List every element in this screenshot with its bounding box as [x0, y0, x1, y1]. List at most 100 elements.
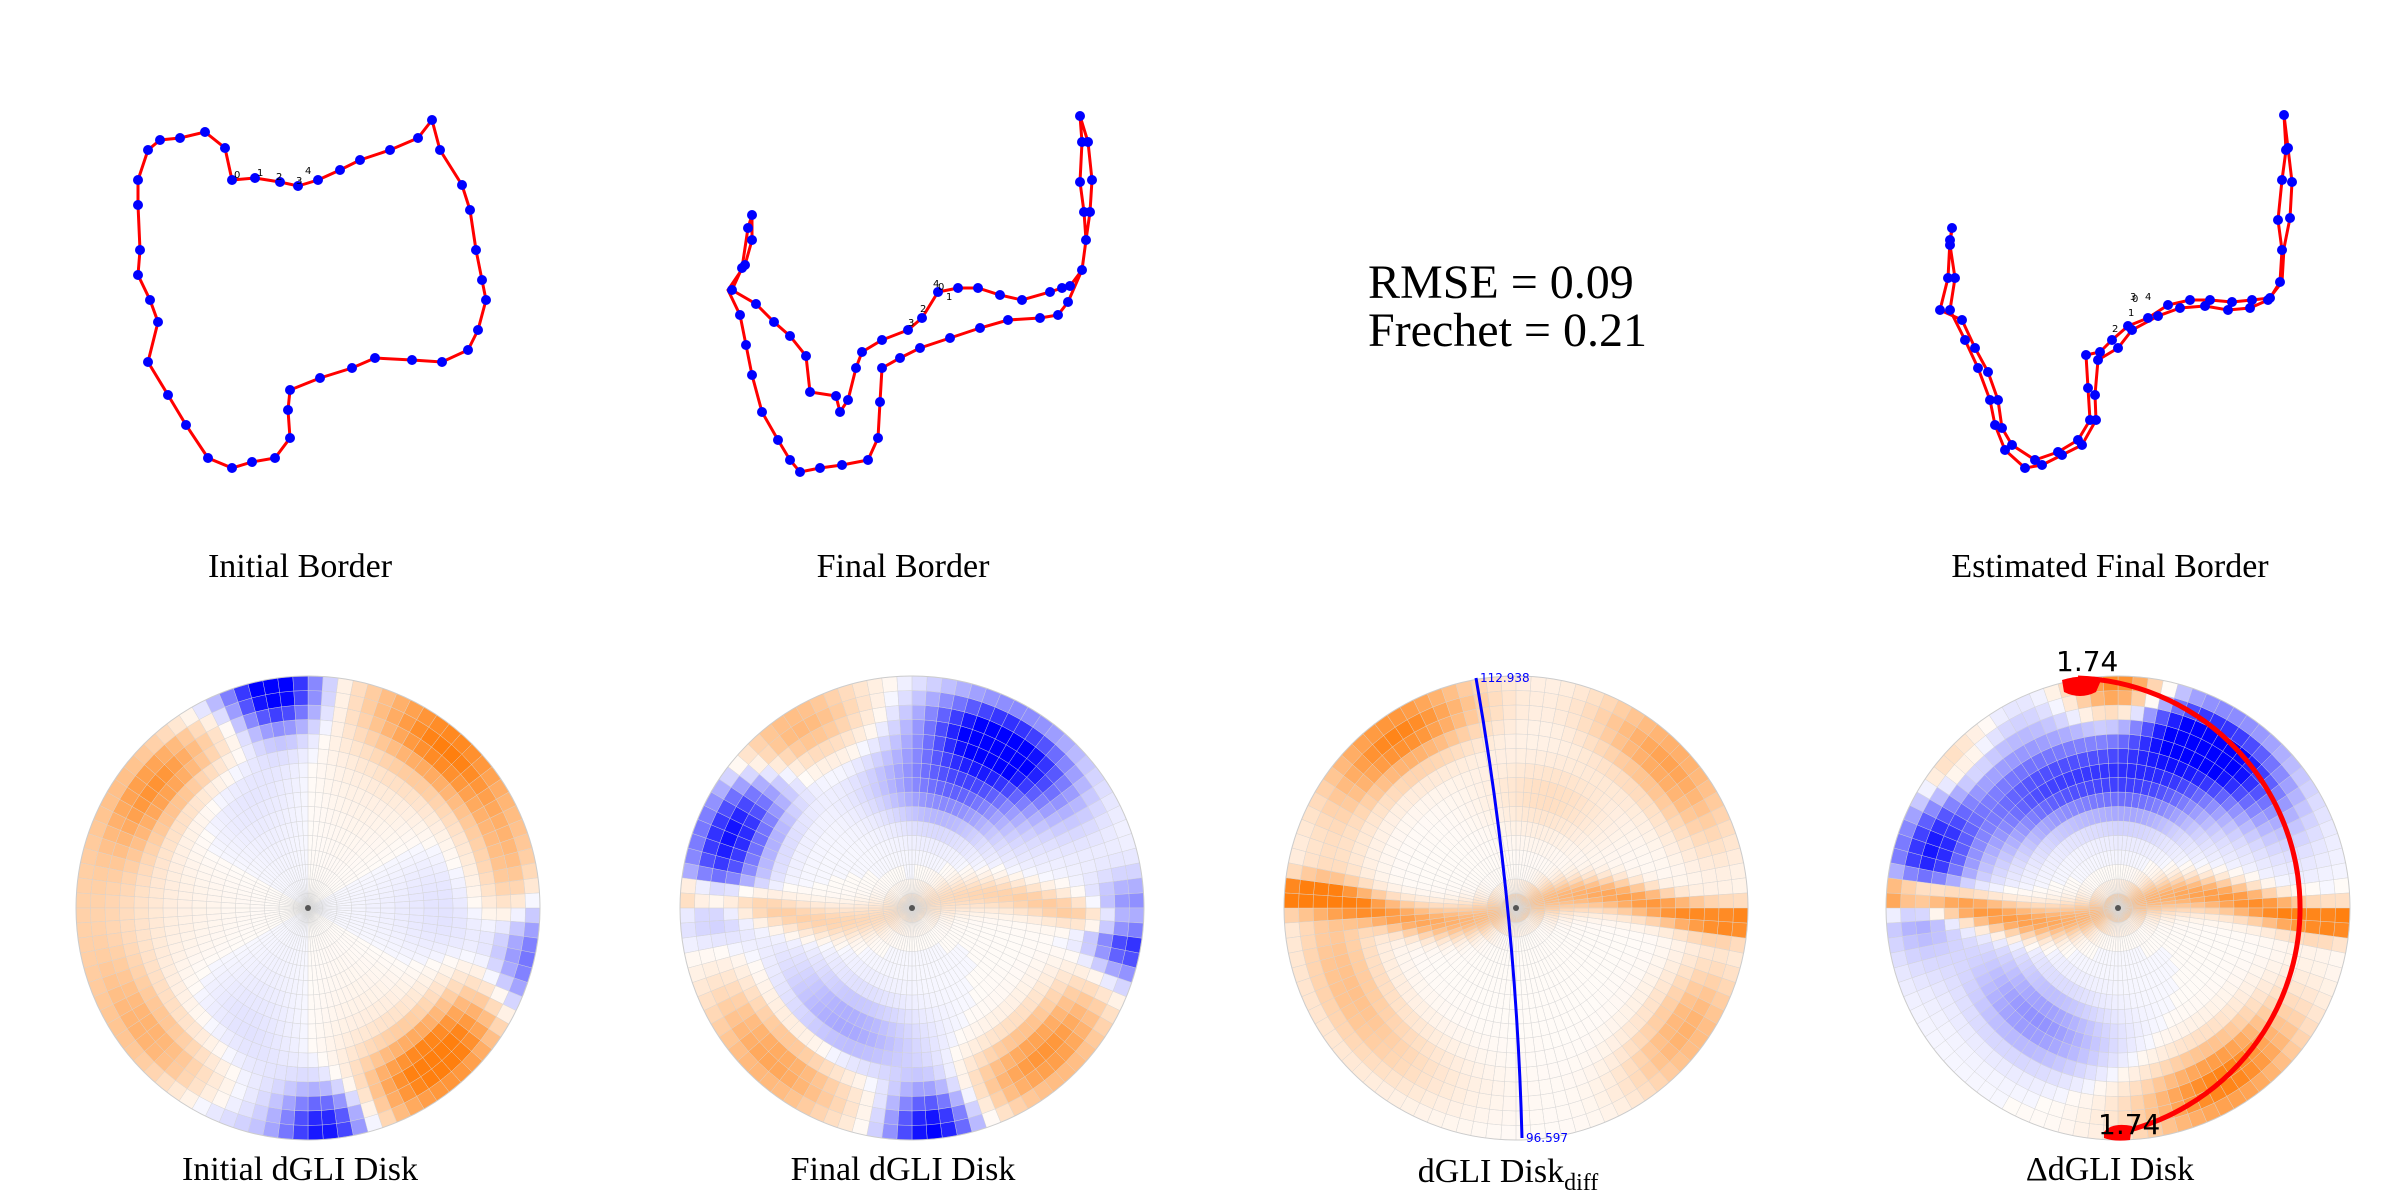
disk-cell — [1042, 907, 1058, 918]
disk-cell — [752, 907, 768, 919]
disk-cell — [1502, 704, 1517, 721]
disk-cell — [162, 907, 178, 918]
disk-cell — [220, 907, 236, 914]
disk-cell — [133, 907, 150, 920]
disk-cell — [437, 888, 453, 900]
disk-cell — [911, 1124, 928, 1141]
disk-cell — [1630, 890, 1647, 901]
disk-cell — [506, 865, 524, 882]
disk-cell — [767, 916, 783, 928]
disk-cell — [1125, 862, 1143, 880]
disk-cell — [1312, 907, 1329, 922]
disk-cell — [1524, 1037, 1536, 1053]
disk-cell — [897, 690, 913, 706]
disk-cell — [438, 898, 454, 909]
disk-cell — [394, 901, 410, 909]
disk-cell — [1506, 1038, 1517, 1054]
disk-cell — [911, 690, 927, 706]
disk-cell — [904, 1009, 913, 1025]
disk-cell — [710, 932, 728, 948]
disk-cell — [1515, 704, 1530, 721]
disk-cell — [824, 907, 840, 914]
final-border-point-labels: 0 1 2 3 4 — [908, 279, 952, 329]
estimated-label-0: 0 — [2132, 294, 2138, 305]
disk-cell — [292, 675, 309, 692]
disk-cell — [92, 934, 110, 951]
disk-cell — [277, 676, 294, 693]
disk-cell — [510, 893, 526, 909]
disk-cell — [1096, 868, 1114, 884]
disk-cell — [866, 677, 884, 695]
disk-cell — [1504, 733, 1517, 750]
disk-cell — [465, 918, 482, 931]
disk-cell — [1660, 897, 1676, 909]
final-label-2: 2 — [920, 304, 926, 315]
disk-cell — [319, 1080, 333, 1097]
disk-cell — [492, 868, 510, 884]
disk-cell — [1529, 1109, 1545, 1126]
disk-cell — [1113, 921, 1130, 937]
disk-cell — [911, 1038, 922, 1054]
disk-cell — [1500, 1124, 1517, 1141]
disk-cell — [1298, 907, 1314, 923]
disk-cell — [295, 1081, 309, 1097]
initial-border-caption: Initial Border — [208, 548, 393, 585]
disk-cell — [133, 896, 150, 909]
disk-cell — [911, 1095, 926, 1112]
disk-cell — [694, 907, 710, 923]
disk-cell — [119, 907, 135, 921]
disk-cell — [752, 897, 768, 909]
disk-cell — [899, 1081, 913, 1097]
disk-cell — [752, 917, 769, 930]
disk-cell — [1313, 920, 1330, 935]
disk-cell — [321, 690, 337, 707]
disk-cell — [903, 777, 913, 793]
final-border-caption: Final Border — [817, 548, 990, 585]
estimated-border-plot: 0 1 2 3 4 — [1935, 110, 2297, 473]
disk-cell — [694, 893, 710, 909]
disk-cell — [1718, 907, 1734, 923]
disk-cell — [1703, 907, 1720, 922]
estimated-border-point-labels: 0 1 2 3 4 — [2112, 292, 2151, 335]
disk-cell — [1501, 1110, 1517, 1126]
disk-cell — [872, 706, 888, 724]
disk-cell — [1298, 893, 1314, 909]
disk-cell — [723, 919, 740, 933]
disk-cell — [911, 762, 922, 778]
disk-cell — [738, 918, 755, 931]
disk-cell — [1714, 865, 1732, 882]
disk-cell — [906, 820, 913, 836]
disk-cell — [90, 907, 106, 923]
disk-cell — [766, 898, 782, 909]
disk-cell — [451, 886, 468, 899]
disk-cell — [1085, 895, 1101, 909]
disk-cell — [911, 1023, 921, 1039]
disk-cell — [694, 921, 711, 937]
disk-cell — [1509, 806, 1517, 822]
disk-cell — [911, 1081, 925, 1097]
disk-cell — [1525, 1051, 1538, 1068]
diff-dgli-disk — [1283, 675, 1749, 1141]
initial-label-3: 3 — [296, 176, 302, 187]
disk-cell — [1540, 1092, 1556, 1110]
disk-cell — [1506, 762, 1517, 778]
disk-cell — [303, 835, 309, 851]
final-dgli-disk — [679, 675, 1145, 1141]
final-label-4: 4 — [933, 279, 939, 290]
disk-cell — [1491, 1080, 1505, 1097]
disk-cell — [320, 705, 335, 722]
estimated-border-curve — [1938, 114, 2294, 470]
disk-cell — [1487, 1109, 1503, 1126]
disk-cell — [904, 791, 913, 807]
disk-cell — [307, 1023, 317, 1039]
disk-cell — [1617, 900, 1633, 909]
disk-cell — [911, 704, 926, 721]
disk-cell — [1503, 719, 1517, 735]
disk-cell — [911, 777, 921, 793]
disk-cell — [1732, 892, 1749, 909]
disk-cell — [1085, 907, 1101, 921]
disk-cell — [134, 885, 151, 898]
initial-border-curve — [136, 116, 488, 470]
disk-cell — [438, 907, 454, 918]
disk-cell — [920, 1037, 932, 1053]
